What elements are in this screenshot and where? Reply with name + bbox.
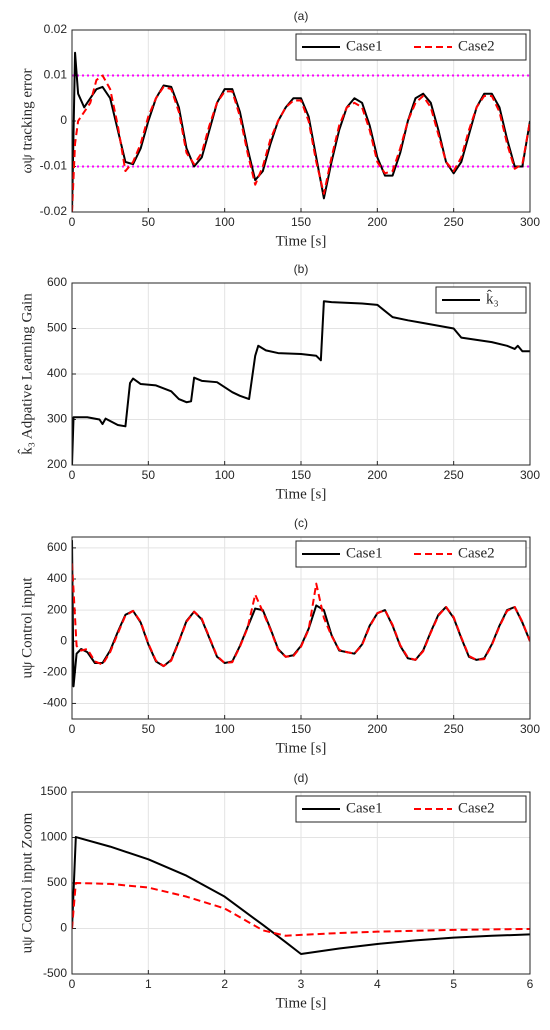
plot-area xyxy=(72,300,530,465)
y-tick-label: 1500 xyxy=(40,784,67,798)
y-tick-label: 0 xyxy=(60,921,67,935)
y-tick-label: 600 xyxy=(47,540,67,554)
y-tick-label: -200 xyxy=(43,665,67,679)
x-tick-label: 0 xyxy=(69,722,76,736)
x-axis-label: Time [s] xyxy=(276,233,327,249)
y-axis-label: uψ Control input xyxy=(19,577,35,679)
y-tick-label: -400 xyxy=(43,696,67,710)
legend: Case1 Case2 xyxy=(295,33,527,61)
plot-area xyxy=(72,540,530,688)
legend: Case1 Case2 xyxy=(295,795,527,823)
x-tick-label: 200 xyxy=(367,468,387,482)
x-tick-label: 300 xyxy=(520,468,540,482)
x-tick-label: 300 xyxy=(520,722,540,736)
x-axis-label: Time [s] xyxy=(276,995,327,1011)
axes-box xyxy=(71,282,531,466)
x-tick-label: 100 xyxy=(215,215,235,229)
x-tick-label: 5 xyxy=(450,977,457,991)
y-tick-label: 200 xyxy=(47,457,67,471)
y-tick-label: 400 xyxy=(47,366,67,380)
x-tick-label: 3 xyxy=(298,977,305,991)
legend: Case1 Case2 xyxy=(295,540,527,568)
x-tick-label: 4 xyxy=(374,977,381,991)
y-tick-label: 0.01 xyxy=(44,68,68,82)
legend-label: Case1 xyxy=(346,800,383,816)
x-tick-label: 1 xyxy=(145,977,152,991)
panel-title: (b) xyxy=(294,262,309,276)
x-tick-label: 250 xyxy=(444,215,464,229)
legend-label: Case2 xyxy=(458,38,495,54)
y-tick-label: 600 xyxy=(47,275,67,289)
x-tick-label: 50 xyxy=(142,468,156,482)
y-tick-label: 1000 xyxy=(40,830,67,844)
series-line xyxy=(72,51,530,212)
panel: (b) 0 50 100 150 200 250 300 200 300 400 500 600 Time… xyxy=(18,262,540,502)
x-tick-label: 50 xyxy=(142,215,156,229)
series-line xyxy=(72,300,530,465)
x-tick-label: 100 xyxy=(215,722,235,736)
legend-label: k̂₃ xyxy=(486,290,499,308)
series-line xyxy=(72,563,530,668)
y-tick-label: 300 xyxy=(47,412,67,426)
y-tick-label: 500 xyxy=(47,321,67,335)
x-tick-label: 2 xyxy=(221,977,228,991)
y-tick-label: -500 xyxy=(43,966,67,980)
x-tick-label: 100 xyxy=(215,468,235,482)
x-axis-label: Time [s] xyxy=(276,740,327,756)
y-tick-label: 500 xyxy=(47,875,67,889)
panel: (c) 0 50 100 150 200 250 300 -400 -200 0 200 400 600 T… xyxy=(19,516,540,756)
x-tick-label: 0 xyxy=(69,468,76,482)
x-axis-label: Time [s] xyxy=(276,486,327,502)
y-tick-label: -0.02 xyxy=(40,204,68,218)
axes-box xyxy=(71,29,531,213)
x-tick-label: 200 xyxy=(367,215,387,229)
y-tick-label: 0 xyxy=(60,633,67,647)
legend-label: Case2 xyxy=(458,545,495,561)
panel-title: (a) xyxy=(294,9,309,23)
x-tick-label: 300 xyxy=(520,215,540,229)
panel-title: (d) xyxy=(294,771,309,785)
legend-label: Case1 xyxy=(346,545,383,561)
plot-area xyxy=(72,836,530,955)
x-tick-label: 0 xyxy=(69,215,76,229)
axes-box xyxy=(71,536,531,720)
x-tick-label: 250 xyxy=(444,468,464,482)
y-axis-label: uψ Control input Zoom xyxy=(19,812,35,953)
y-axis-label: ωψ tracking error xyxy=(19,68,35,173)
y-tick-label: 200 xyxy=(47,602,67,616)
x-tick-label: 150 xyxy=(291,215,311,229)
y-axis-label: k̂₃ Adpative Learning Gain xyxy=(18,293,36,455)
y-tick-label: -0.01 xyxy=(40,159,68,173)
y-tick-label: 400 xyxy=(47,571,67,585)
legend: k̂₃ xyxy=(435,286,527,314)
axes-box xyxy=(71,791,531,975)
plot-area xyxy=(72,51,530,212)
x-tick-label: 250 xyxy=(444,722,464,736)
legend-label: Case2 xyxy=(458,800,495,816)
x-tick-label: 150 xyxy=(291,722,311,736)
x-tick-label: 150 xyxy=(291,468,311,482)
x-tick-label: 50 xyxy=(142,722,156,736)
panel: (a) 0 50 100 150 200 250 300 -0.02 -0.01 0 0.01 0.02… xyxy=(19,9,540,249)
x-tick-label: 0 xyxy=(69,977,76,991)
panel-title: (c) xyxy=(294,516,308,530)
series-line xyxy=(72,836,530,955)
series-line xyxy=(72,882,530,937)
y-tick-label: 0.02 xyxy=(44,22,68,36)
legend-label: Case1 xyxy=(346,38,383,54)
y-tick-label: 0 xyxy=(60,113,67,127)
x-tick-label: 6 xyxy=(527,977,534,991)
x-tick-label: 200 xyxy=(367,722,387,736)
